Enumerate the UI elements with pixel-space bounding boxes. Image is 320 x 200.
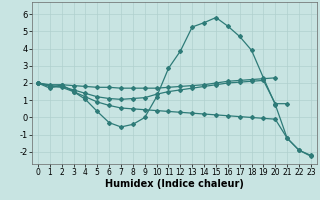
X-axis label: Humidex (Indice chaleur): Humidex (Indice chaleur) [105, 179, 244, 189]
